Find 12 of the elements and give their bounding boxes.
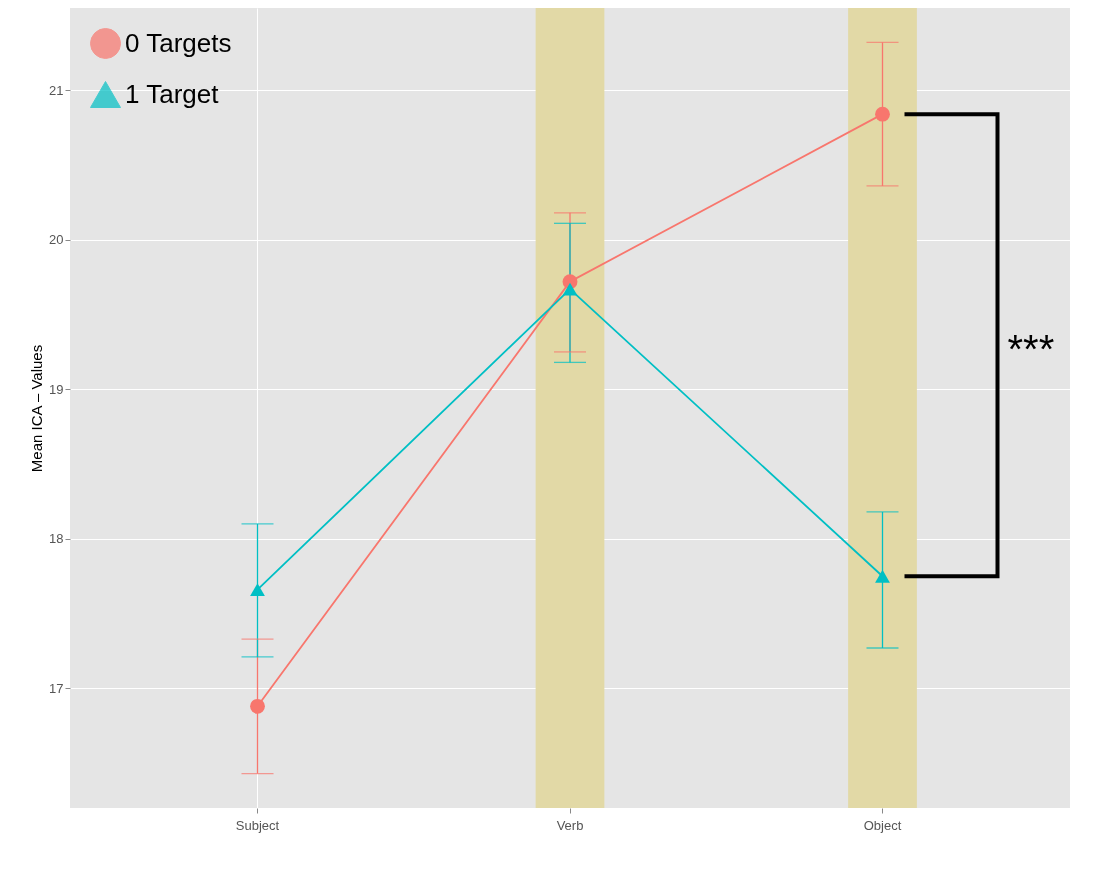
x-tick-label: Subject [235, 817, 280, 833]
y-tick-label: 19 [49, 381, 64, 397]
x-tick-label: Object [863, 817, 902, 833]
y-tick-label: 18 [49, 531, 64, 547]
x-tick-label: Verb [556, 817, 584, 833]
y-tick-label: 17 [49, 680, 64, 696]
y-tick-label: 20 [49, 232, 64, 248]
legend-label: 0 Targets [125, 27, 232, 58]
annotation: *** [1007, 327, 1055, 372]
y-tick-label: 21 [49, 82, 64, 98]
legend-label: 1 Target [125, 78, 220, 109]
y-axis-title: Mean ICA – Values [28, 344, 46, 473]
